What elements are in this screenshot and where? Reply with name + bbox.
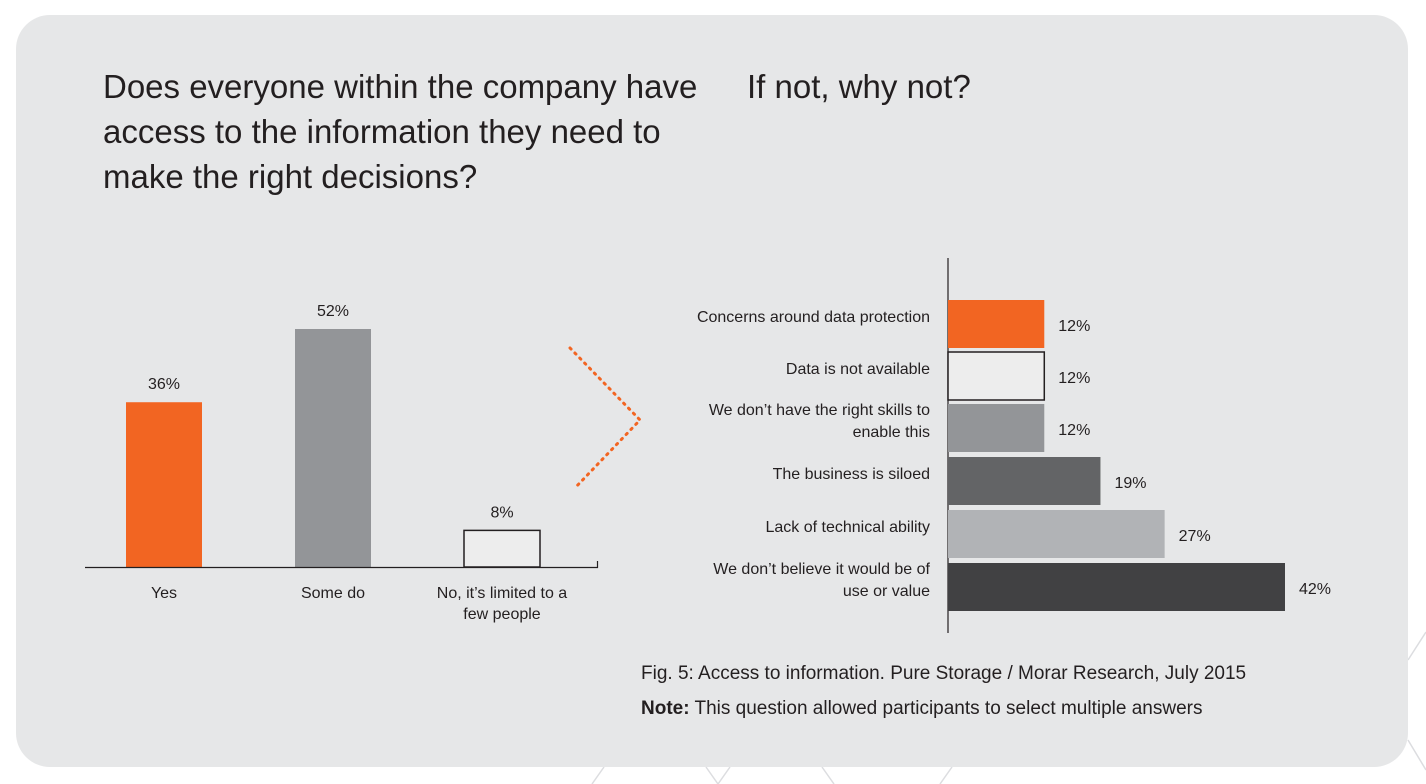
bar-value-label: 8% (490, 504, 513, 521)
category-label: No, it’s limited to a (437, 585, 568, 602)
note-text: This question allowed participants to se… (694, 698, 1203, 719)
bar-value-label: 52% (317, 303, 349, 320)
figure-caption: Fig. 5: Access to information. Pure Stor… (641, 663, 1247, 684)
reason-bar-4 (948, 510, 1165, 558)
chart-card (16, 15, 1408, 767)
reason-value-label: 19% (1114, 475, 1146, 492)
reason-label: Data is not available (786, 361, 930, 378)
reason-label: enable this (853, 424, 930, 441)
category-label: few people (463, 606, 540, 623)
bar-2 (463, 529, 541, 568)
left-chart-title: Does everyone within the company have ac… (103, 68, 698, 195)
reasons-bar-chart: 12% Concerns around data protection 12% Dat… (697, 258, 1331, 633)
reason-label: Lack of technical ability (765, 519, 930, 536)
right-chart-title: If not, why not? (747, 68, 971, 105)
reason-bar-2 (948, 404, 1045, 452)
reason-label: use or value (843, 583, 930, 600)
bar-0 (126, 402, 202, 567)
reason-bar-5 (948, 563, 1285, 611)
reason-value-label: 12% (1058, 370, 1090, 387)
reason-bar-3 (948, 457, 1101, 505)
access-bar-chart: 36% Yes 52% Some do 8% No, it’s limited to a f… (85, 303, 599, 623)
reason-value-label: 42% (1299, 581, 1331, 598)
chevron-arrow-icon (568, 346, 643, 491)
reason-bar-0 (948, 300, 1045, 348)
reason-value-label: 27% (1179, 528, 1211, 545)
figure-note: Note: This question allowed participants… (641, 698, 1202, 720)
reason-value-label: 12% (1058, 422, 1090, 439)
reason-label: We don’t have the right skills to (709, 402, 930, 419)
category-label: Yes (151, 585, 177, 602)
reason-value-label: 12% (1058, 318, 1090, 335)
bar-value-label: 36% (148, 376, 180, 393)
bar-1 (295, 329, 371, 567)
note-label: Note: (641, 698, 690, 719)
category-label: Some do (301, 585, 365, 602)
reason-label: We don’t believe it would be of (713, 561, 930, 578)
reason-label: Concerns around data protection (697, 309, 930, 326)
reason-label: The business is siloed (773, 466, 930, 483)
reason-bar-1 (947, 351, 1046, 401)
